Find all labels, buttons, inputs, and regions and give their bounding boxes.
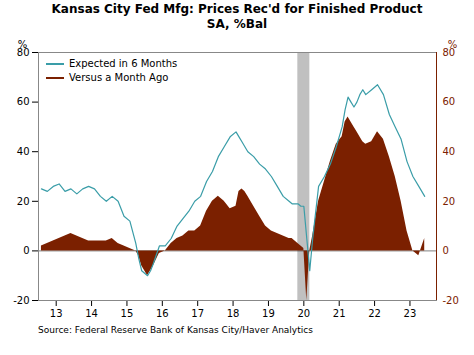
svg-text:40: 40 [17, 146, 30, 157]
svg-text:23: 23 [404, 308, 417, 319]
svg-text:80: 80 [442, 46, 456, 58]
svg-text:40: 40 [443, 146, 456, 157]
svg-text:%: % [448, 39, 458, 50]
svg-text:80: 80 [16, 46, 30, 58]
svg-text:17: 17 [191, 308, 204, 319]
svg-text:20: 20 [17, 196, 30, 207]
svg-text:%: % [18, 39, 28, 50]
svg-text:60: 60 [443, 96, 456, 107]
svg-text:18: 18 [227, 308, 240, 319]
html-text:Versus a Month Ago: Versus a Month Ago [69, 72, 169, 83]
svg-text:60: 60 [17, 96, 30, 107]
svg-text:20: 20 [297, 308, 310, 319]
svg-text:21: 21 [333, 308, 346, 319]
svg-text:14: 14 [85, 308, 98, 319]
svg-text:22: 22 [368, 308, 381, 319]
html-text:Kansas City Fed Mfg: Prices Re: Kansas City Fed Mfg: Prices Rec'd for Fi… [51, 2, 423, 31]
svg-text:19: 19 [262, 308, 275, 319]
svg-text:15: 15 [121, 308, 134, 319]
svg-text:0: 0 [23, 245, 29, 256]
svg-text:0: 0 [443, 245, 449, 256]
svg-text:13: 13 [50, 308, 63, 319]
svg-text:-20: -20 [443, 295, 459, 306]
html-text:Source: Federal Reserve Bank o: Source: Federal Reserve Bank of Kansas C… [38, 325, 313, 335]
svg-text:16: 16 [156, 308, 169, 319]
html-text:Expected in 6 Months: Expected in 6 Months [69, 58, 178, 69]
svg-text:-20: -20 [13, 295, 29, 306]
svg-text:20: 20 [443, 196, 456, 207]
